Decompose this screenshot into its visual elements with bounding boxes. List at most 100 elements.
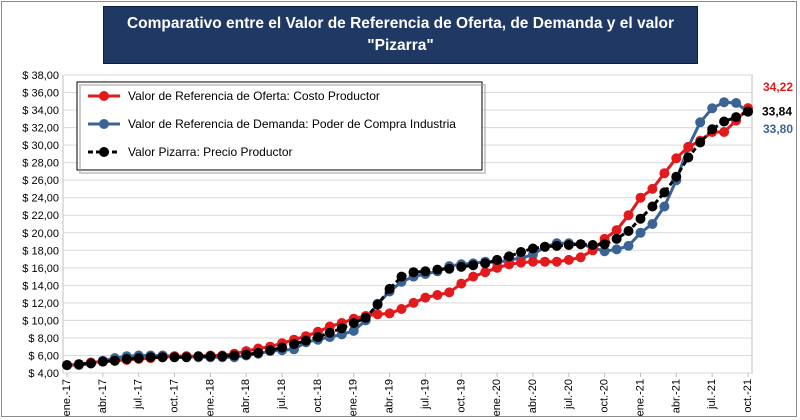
data-point — [468, 271, 479, 282]
x-tick-label: ene.-19 — [348, 379, 360, 416]
x-tick-label: jul.-20 — [563, 379, 575, 410]
data-point — [635, 192, 646, 203]
data-point — [265, 345, 276, 356]
data-point — [539, 256, 550, 267]
x-tick-label: abr.-17 — [97, 379, 109, 413]
data-point — [623, 210, 634, 221]
data-point — [109, 355, 120, 366]
legend-shadow — [79, 84, 486, 174]
y-tick-label: $ 36,00 — [22, 88, 59, 100]
data-point — [336, 323, 347, 334]
data-point — [563, 240, 574, 250]
data-point — [432, 290, 443, 300]
x-tick-label: oct.-18 — [312, 379, 324, 413]
data-point — [444, 263, 455, 274]
data-point — [731, 112, 742, 123]
data-point — [563, 254, 574, 265]
axes: $ 4,00 $ 6,00 $ 8,00 $ 10,00 $ 12,00 $ 14,00 $… — [22, 70, 754, 416]
y-tick-label: $ 20,00 — [22, 228, 59, 240]
chart-title-box: Comparativo entre el Valor de Referencia… — [103, 6, 698, 64]
data-point — [611, 233, 622, 244]
legend-label: Valor de Referencia de Oferta: Costo Pro… — [128, 89, 380, 103]
chart-title-line2: "Pizarra" — [367, 37, 434, 54]
data-point — [731, 98, 742, 108]
y-tick-label: $ 10,00 — [22, 315, 59, 327]
data-point — [420, 266, 431, 277]
y-tick-label: $ 12,00 — [22, 298, 59, 310]
y-tick-label: $ 8,00 — [28, 333, 59, 345]
data-point — [205, 351, 216, 362]
data-point — [695, 117, 706, 128]
series-lines — [62, 97, 753, 371]
data-point — [647, 201, 658, 212]
y-tick-label: $ 14,00 — [22, 280, 59, 292]
legend-label: Valor Pizarra: Precio Productor — [128, 145, 293, 159]
data-point — [683, 141, 694, 152]
data-point — [444, 287, 455, 298]
y-tick-label: $ 30,00 — [22, 140, 59, 152]
x-tick-label: ene.-17 — [61, 379, 73, 416]
y-tick-label: $ 4,00 — [28, 368, 59, 380]
y-tick-label: $ 22,00 — [22, 210, 59, 222]
data-point — [492, 262, 503, 273]
legend-marker — [99, 119, 109, 129]
legend-marker — [99, 91, 109, 101]
data-point — [348, 318, 359, 328]
data-point — [396, 304, 407, 314]
data-point — [456, 278, 467, 289]
data-point — [157, 352, 168, 363]
data-point — [360, 312, 371, 323]
x-tick-label: abr.-19 — [384, 379, 396, 413]
data-point — [324, 327, 335, 338]
legend-label: Valor de Referencia de Demanda: Poder de… — [128, 117, 456, 131]
x-tick-label: jul.-18 — [276, 379, 288, 410]
data-point — [348, 325, 359, 336]
data-point — [181, 352, 192, 363]
data-point — [539, 241, 550, 252]
data-point — [599, 246, 610, 257]
data-point — [408, 297, 419, 308]
data-point — [169, 352, 180, 363]
data-point — [504, 259, 515, 270]
data-point — [527, 243, 538, 254]
data-point — [241, 349, 252, 360]
end-value-label: 33,80 — [763, 122, 793, 136]
data-point — [97, 356, 108, 367]
data-point — [587, 240, 598, 250]
x-tick-label: ene.-21 — [634, 379, 646, 416]
data-point — [300, 335, 311, 346]
data-point — [384, 283, 395, 294]
data-point — [480, 267, 491, 278]
legend-marker — [99, 147, 109, 157]
data-point — [432, 264, 443, 275]
data-point — [480, 258, 491, 269]
data-point — [217, 351, 228, 362]
data-point — [551, 240, 562, 251]
data-point — [707, 103, 718, 114]
data-point — [372, 309, 383, 320]
x-tick-label: abr.-18 — [240, 379, 252, 413]
data-point — [504, 251, 515, 262]
data-point — [62, 360, 72, 371]
data-point — [659, 168, 670, 179]
x-tick-label: jul.-21 — [706, 379, 718, 410]
x-tick-label: ene.-20 — [491, 379, 503, 416]
chart-title-line1: Comparativo entre el Valor de Referencia… — [126, 15, 674, 32]
end-value-label: 33,84 — [762, 104, 792, 118]
data-point — [456, 261, 467, 272]
data-point — [396, 271, 407, 282]
y-tick-label: $ 18,00 — [22, 245, 59, 257]
data-point — [229, 350, 240, 361]
data-point — [516, 257, 526, 268]
data-point — [527, 256, 538, 267]
y-tick-label: $ 26,00 — [22, 175, 59, 187]
data-point — [372, 299, 383, 310]
x-tick-label: jul.-17 — [133, 379, 145, 410]
data-point — [420, 292, 431, 303]
end-value-labels: 34,22 33,84 33,80 — [762, 80, 793, 136]
data-point — [289, 339, 299, 350]
data-point — [719, 97, 730, 108]
data-point — [551, 256, 562, 267]
data-point — [743, 106, 753, 117]
